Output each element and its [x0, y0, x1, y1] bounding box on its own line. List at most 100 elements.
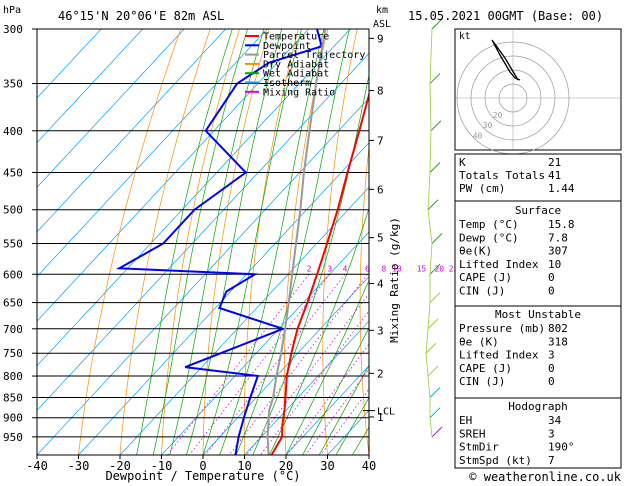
- legend-label: Wet Adiabat: [263, 69, 329, 80]
- wind-barb: [427, 318, 439, 330]
- asl-label: ASL: [373, 19, 391, 30]
- wind-barb: [431, 233, 443, 244]
- mixing-ratio-label: 3: [327, 264, 332, 273]
- mixing-ratio-line: [246, 293, 369, 455]
- index-label: CAPE (J): [459, 271, 512, 284]
- section-title: Most Unstable: [495, 308, 581, 321]
- wind-barb: [429, 292, 441, 303]
- indices-box: [454, 200, 622, 307]
- wind-profile-line: [425, 28, 433, 437]
- pressure-tick-label: 500: [3, 204, 23, 217]
- lcl-label: LCL: [377, 407, 395, 418]
- wind-barb: [425, 342, 437, 354]
- pressure-tick-label: 300: [3, 23, 23, 36]
- x-axis-title: Dewpoint / Temperature (°C): [105, 469, 300, 483]
- height-tick-label: 7: [377, 134, 384, 147]
- wind-barb: [429, 263, 441, 275]
- temperature-axis: -40 -30 -20 -10 0 10 20 30 40: [26, 455, 376, 473]
- height-tick-label: 8: [377, 85, 384, 98]
- index-value: 7.8: [548, 231, 568, 244]
- mixing-ratio-labels: 2 3 4 6 8 10 15 20 25: [307, 264, 459, 273]
- dry-adiabat-line: [431, 29, 452, 455]
- mixing-ratio-line: [286, 343, 369, 455]
- temperature-tick-label: -10: [151, 459, 173, 473]
- pressure-tick-label: 900: [3, 412, 23, 425]
- index-label: Dewp (°C): [459, 231, 519, 244]
- index-value: 0: [548, 375, 555, 388]
- wind-barb: [431, 426, 443, 438]
- height-tick-label: 2: [377, 367, 384, 380]
- wind-profile: [425, 18, 443, 438]
- index-label: Totals Totals: [459, 169, 545, 182]
- legend-label: Mixing Ratio: [263, 87, 335, 98]
- wind-barb: [429, 162, 441, 173]
- pressure-tick-label: 650: [3, 297, 23, 310]
- datetime-label: 15.05.2021 00GMT (Base: 00): [408, 9, 603, 23]
- dry-adiabat-line: [622, 29, 629, 455]
- isotherm-line: [37, 29, 185, 188]
- legend-label: Parcel Trajectory: [263, 50, 365, 61]
- index-label: CAPE (J): [459, 362, 512, 375]
- index-value: 0: [548, 362, 555, 375]
- profile-lines: [115, 29, 369, 455]
- index-value: 1.44: [548, 182, 575, 195]
- index-label: Lifted Index: [459, 258, 539, 271]
- location-label: 46°15'N 20°06'E 82m ASL: [58, 9, 224, 23]
- dewpoint-line: [115, 29, 323, 455]
- isotherm-line: [37, 29, 268, 278]
- pressure-tick-label: 850: [3, 392, 23, 405]
- pressure-tick-label: 350: [3, 78, 23, 91]
- wet-adiabat-line: [302, 326, 369, 455]
- index-value: 190°: [548, 441, 575, 454]
- mixing-ratio-line: [205, 274, 346, 455]
- mixing-ratio-line: [260, 310, 369, 455]
- isotherm-line: [244, 320, 369, 455]
- wind-barb: [429, 387, 441, 398]
- legend-label: Isotherm: [263, 78, 311, 89]
- index-value: 34: [548, 414, 562, 427]
- index-value: 3: [548, 427, 555, 440]
- dry-adiabat-line: [161, 29, 240, 455]
- temperature-line: [270, 91, 369, 455]
- index-label: Pressure (mb): [459, 322, 545, 335]
- index-value: 802: [548, 322, 568, 335]
- mixing-ratio-line: [167, 274, 310, 455]
- height-tick-label: 9: [377, 32, 384, 45]
- parcel-trajectory-line: [266, 29, 327, 455]
- wind-barb: [427, 365, 439, 377]
- temperature-tick-label: 30: [320, 459, 334, 473]
- index-label: K: [459, 156, 466, 169]
- temperature-tick-label: 40: [362, 459, 376, 473]
- section-title: Hodograph: [508, 400, 568, 413]
- legend-label: Dry Adiabat: [263, 59, 329, 70]
- index-value: 21: [548, 156, 561, 169]
- isotherm-line: [37, 97, 369, 455]
- temperature-tick-label: -20: [109, 459, 131, 473]
- index-value: 3: [548, 349, 555, 362]
- index-value: 318: [548, 335, 568, 348]
- index-value: 41: [548, 169, 561, 182]
- indices-box: [454, 153, 622, 202]
- pressure-axis: 300 350 400 450 500 550 600 650 700 750 800 850 900 9…: [3, 23, 37, 444]
- indices-box: [454, 397, 622, 469]
- legend-label: Temperature: [263, 32, 329, 43]
- hodograph-unit: kt: [459, 31, 470, 42]
- km-label: km: [376, 5, 388, 16]
- hodograph-ring-label: 20: [493, 111, 503, 120]
- index-label: Temp (°C): [459, 218, 519, 231]
- mixing-ratio-label: 25: [449, 264, 459, 273]
- index-label: Lifted Index: [459, 349, 539, 362]
- isotherm-line: [327, 409, 369, 455]
- index-label: StmDir: [459, 441, 499, 454]
- index-value: 15.8: [548, 218, 575, 231]
- pressure-tick-label: 400: [3, 125, 23, 138]
- hodograph-ring-label: 40: [473, 131, 483, 140]
- wind-barb: [431, 18, 443, 30]
- index-value: 307: [548, 245, 568, 258]
- pressure-tick-label: 450: [3, 167, 23, 180]
- index-value: 7: [548, 454, 555, 467]
- mixing-ratio-label: 2: [307, 264, 312, 273]
